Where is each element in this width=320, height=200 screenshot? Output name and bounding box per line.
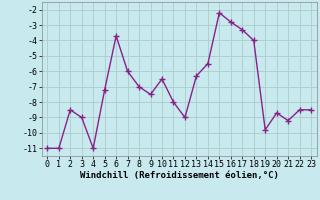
X-axis label: Windchill (Refroidissement éolien,°C): Windchill (Refroidissement éolien,°C) [80, 171, 279, 180]
